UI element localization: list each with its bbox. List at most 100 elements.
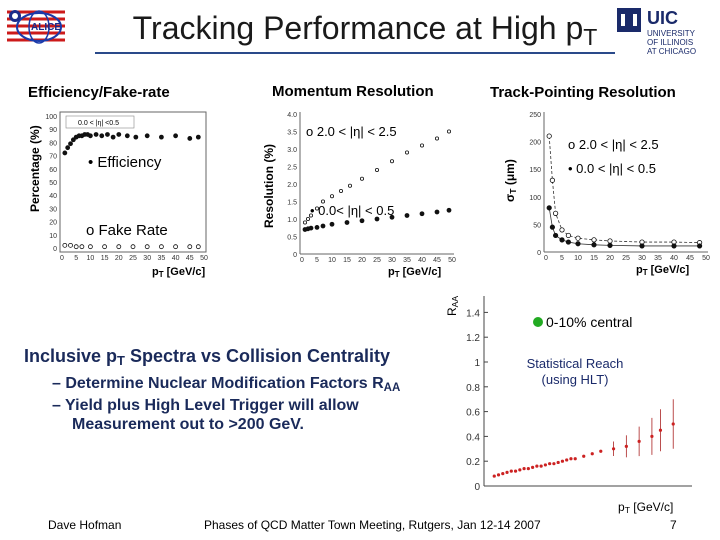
x-tick-label: 45	[186, 255, 194, 260]
data-point	[671, 422, 675, 426]
momentum-plot: 4.0 3.5 3.0 2.5 2.0 1.5 1.0 0.5 00 5 10 15 20 25 30 35 4…	[287, 112, 456, 262]
pointing-plot: 250 200 150 100 50 00 5 10 15 20 25 30 35 40 45 50	[529, 112, 710, 262]
x-tick-label: 10	[574, 255, 582, 262]
data-point	[658, 428, 663, 432]
eff-xlabel: pT [GeV/c]	[152, 266, 206, 279]
data-point	[560, 459, 565, 463]
data-point	[559, 237, 565, 243]
x-tick-label: 35	[654, 255, 662, 262]
data-point	[70, 137, 76, 143]
data-point	[501, 472, 505, 476]
inclusive-heading: Inclusive pT Spectra vs Collision Centra…	[24, 346, 391, 369]
y-tick-label: 30	[49, 206, 57, 213]
data-point	[308, 225, 314, 231]
data-point	[79, 244, 85, 250]
y-tick-label: 250	[529, 112, 541, 119]
y-tick-label: 50	[49, 180, 57, 187]
data-point	[359, 218, 365, 224]
x-tick-label: 35	[403, 257, 411, 262]
data-point	[599, 449, 603, 453]
data-point	[434, 209, 440, 215]
y-tick-label: 0.5	[287, 235, 297, 242]
x-tick-label: 20	[606, 255, 614, 262]
data-point	[446, 207, 452, 213]
data-point	[144, 133, 150, 139]
data-point	[309, 213, 314, 218]
y-tick-label: 100	[529, 195, 541, 202]
y-tick-label: 1	[474, 358, 480, 369]
data-point	[314, 225, 320, 230]
y-tick-label: 2.0	[287, 182, 297, 189]
data-point	[144, 244, 150, 250]
pt-legend-cen: • 0.0 < |η| < 0.5	[568, 161, 656, 176]
data-point	[133, 134, 139, 140]
y-tick-label: 1.4	[466, 308, 480, 319]
data-point	[404, 213, 410, 218]
data-point	[302, 220, 307, 225]
x-tick-label: 40	[418, 257, 426, 262]
page-title: Tracking Performance at High pT	[132, 10, 598, 50]
inclusive-bullet-2-line2: Measurement out to >200 GeV.	[72, 416, 304, 433]
x-tick-label: 30	[638, 255, 646, 262]
y-tick-label: 50	[533, 222, 541, 229]
data-point	[344, 220, 350, 225]
raa-plot: 1.4 1.2 1 0.8 0.6 0.4 0.2 0	[466, 296, 692, 493]
data-point	[321, 199, 326, 204]
data-point	[93, 132, 99, 137]
data-point	[173, 244, 179, 250]
data-point	[116, 132, 122, 137]
y-tick-label: 1.0	[287, 217, 297, 224]
data-point	[159, 134, 164, 140]
data-point	[590, 452, 594, 456]
heading-efficiency: Efficiency/Fake-rate	[28, 84, 170, 101]
y-tick-label: 100	[45, 114, 57, 121]
data-point	[575, 235, 581, 241]
data-point	[505, 470, 509, 474]
data-point	[329, 221, 335, 227]
y-tick-label: 1.2	[466, 333, 480, 344]
y-tick-label: 10	[49, 233, 57, 240]
x-tick-label: 5	[315, 257, 319, 262]
data-point	[492, 474, 496, 478]
data-point	[130, 244, 136, 250]
data-point	[565, 458, 569, 462]
inclusive-bullet-2-line1: – Yield plus High Level Trigger will all…	[52, 397, 359, 414]
data-point	[531, 465, 535, 469]
data-point	[607, 242, 613, 248]
x-tick-label: 50	[702, 255, 710, 262]
x-tick-label: 5	[74, 255, 78, 260]
data-point	[305, 217, 310, 222]
data-point	[195, 244, 201, 250]
data-point	[62, 242, 68, 248]
data-point	[88, 133, 93, 139]
data-point	[348, 183, 353, 188]
data-point	[509, 469, 513, 473]
title-rule	[95, 52, 615, 54]
uic-logo-line2: OF ILLINOIS	[647, 38, 693, 47]
data-point	[389, 214, 395, 220]
x-tick-label: 0	[300, 257, 304, 262]
x-tick-label: 50	[200, 255, 208, 260]
y-tick-label: 90	[49, 127, 57, 134]
data-point	[419, 143, 424, 148]
alice-logo: ALICE	[5, 8, 67, 46]
title-bar	[0, 0, 720, 62]
mom-ylabel: Resolution (%)	[262, 144, 276, 228]
x-tick-label: 50	[448, 257, 456, 262]
uic-logo-line3: AT CHICAGO	[647, 47, 696, 56]
y-tick-label: 4.0	[287, 112, 297, 119]
data-point	[518, 468, 522, 472]
pt-xlabel: pT [GeV/c]	[636, 264, 690, 277]
data-point	[556, 460, 560, 465]
y-tick-label: 0.4	[466, 432, 480, 443]
data-point	[496, 473, 501, 477]
data-point	[159, 244, 164, 250]
data-point	[546, 205, 552, 211]
data-point	[637, 439, 641, 443]
data-point	[611, 447, 616, 451]
uic-logo-name: UIC	[647, 8, 678, 28]
pt-legend-fwd: o 2.0 < |η| < 2.5	[568, 137, 659, 152]
y-tick-label: 0.8	[466, 383, 480, 394]
y-tick-label: 3.5	[287, 130, 297, 137]
